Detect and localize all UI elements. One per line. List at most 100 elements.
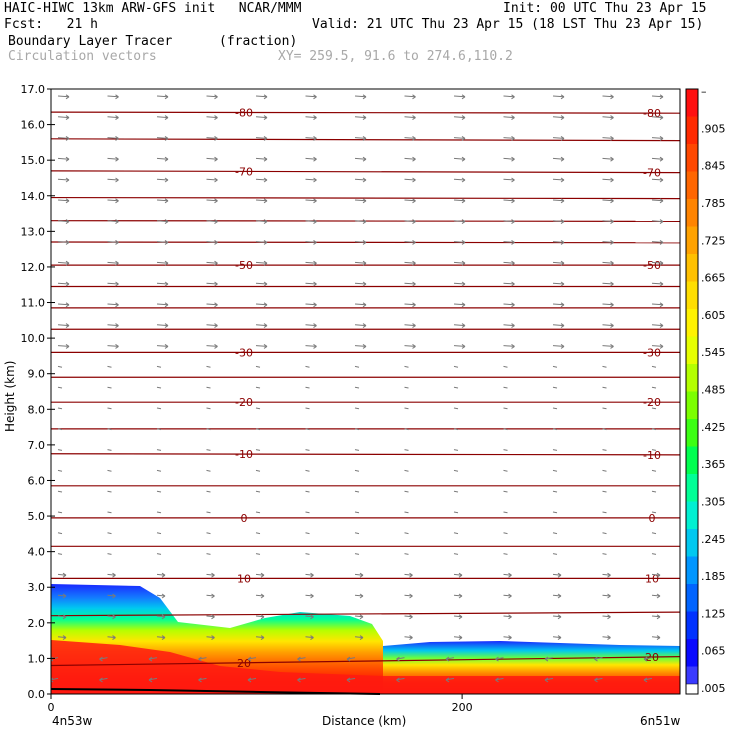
circulation-vector [651, 199, 664, 202]
circulation-vector [503, 428, 508, 431]
circulation-vector [602, 137, 614, 139]
circulation-vector [651, 137, 664, 139]
circulation-vector-head [115, 323, 119, 329]
circulation-vector-head [607, 635, 611, 641]
circulation-vector-head [263, 239, 268, 245]
circulation-vector [651, 261, 664, 264]
circulation-vector [297, 657, 306, 660]
circulation-vector-head [313, 260, 317, 266]
circulation-vector [404, 137, 416, 139]
circulation-vector [305, 511, 310, 514]
circulation-vector [57, 241, 70, 243]
contour-label: -70 [235, 165, 253, 178]
circulation-vector [305, 345, 317, 347]
circulation-vector [107, 303, 119, 306]
circulation-vector [602, 345, 614, 347]
circulation-vector [552, 199, 565, 202]
circulation-vector-head [65, 260, 70, 266]
circulation-vector [57, 469, 63, 472]
temperature-contour [51, 111, 680, 114]
circulation-vector [305, 636, 314, 639]
colorbar-label: .665 [701, 272, 726, 285]
circulation-vector [255, 386, 261, 389]
circulation-vector [305, 303, 317, 306]
circulation-vector-head [511, 198, 515, 204]
circulation-vector-head [99, 677, 103, 683]
circulation-vector [503, 490, 508, 493]
circulation-vector-head [65, 281, 70, 287]
circulation-vector [404, 241, 416, 243]
circulation-vector [206, 636, 215, 639]
circulation-vector [57, 449, 63, 451]
circulation-vector [354, 615, 364, 618]
circulation-vector [156, 636, 166, 639]
circulation-vector [552, 116, 565, 119]
circulation-vector [57, 490, 63, 493]
circulation-vector [255, 116, 268, 119]
circulation-vector-head [594, 677, 598, 683]
circulation-vector [206, 157, 218, 160]
colorbar-swatch [686, 226, 698, 255]
circulation-vector [453, 490, 459, 493]
header-field-units: (fraction) [219, 34, 298, 49]
circulation-vector-head [461, 94, 466, 100]
circulation-vector [602, 303, 614, 306]
x-tick-label: 0 [48, 701, 55, 714]
circulation-vector-head [297, 677, 301, 683]
circulation-vector-head [458, 614, 463, 620]
circulation-vector [453, 116, 466, 119]
circulation-vector [156, 469, 162, 472]
circulation-vector [404, 573, 413, 576]
circulation-vector [602, 282, 614, 285]
circulation-vector [552, 407, 558, 410]
circulation-vector [552, 594, 562, 597]
y-tick-label: 9.0 [28, 368, 46, 381]
circulation-vector-head [610, 198, 614, 204]
circulation-vector-head [164, 302, 169, 308]
circulation-vector-head [412, 219, 416, 225]
circulation-vector [156, 303, 169, 306]
circulation-vector [305, 365, 310, 368]
circulation-vector [107, 449, 112, 451]
circulation-vector [206, 449, 211, 451]
circulation-vector-head [112, 593, 116, 599]
circulation-vector-head [313, 343, 317, 349]
circulation-vector [503, 449, 508, 451]
colorbar-swatch [686, 611, 698, 640]
circulation-vector-head [412, 239, 416, 245]
circulation-vector [206, 241, 218, 243]
circulation-vector [453, 261, 466, 264]
colorbar-swatch [686, 501, 698, 530]
circulation-vector [57, 386, 63, 389]
circulation-vector [305, 95, 317, 98]
circulation-vector [602, 449, 607, 451]
contour-label: -80 [235, 106, 253, 119]
circulation-vector [255, 157, 268, 160]
circulation-vector [453, 532, 459, 535]
temperature-contour [51, 453, 680, 456]
circulation-vector [206, 594, 215, 597]
circulation-vector [404, 324, 416, 327]
circulation-vector [354, 261, 367, 264]
circulation-vector-head [65, 343, 70, 349]
circulation-vector-head [412, 94, 416, 100]
contour-label: -50 [235, 259, 253, 272]
colorbar-label: – [701, 85, 707, 98]
circulation-vector-head [214, 323, 218, 329]
circulation-vector [404, 407, 409, 410]
circulation-vector-head [508, 593, 512, 599]
circulation-vector-head [656, 593, 661, 599]
circulation-vector-head [198, 677, 202, 683]
header-init-time: Init: 00 UTC Thu 23 Apr 15 [503, 1, 707, 16]
circulation-vector-head [461, 302, 466, 308]
circulation-vector-head [65, 239, 70, 245]
circulation-vector [305, 532, 310, 535]
circulation-vector [255, 199, 268, 202]
circulation-vector-head [362, 260, 367, 266]
circulation-vector [453, 469, 459, 472]
colorbar-swatch [686, 89, 698, 117]
circulation-vector [404, 303, 416, 306]
colorbar-swatch [686, 364, 698, 392]
circulation-vector-head [396, 656, 400, 662]
circulation-vector-head [115, 302, 119, 308]
